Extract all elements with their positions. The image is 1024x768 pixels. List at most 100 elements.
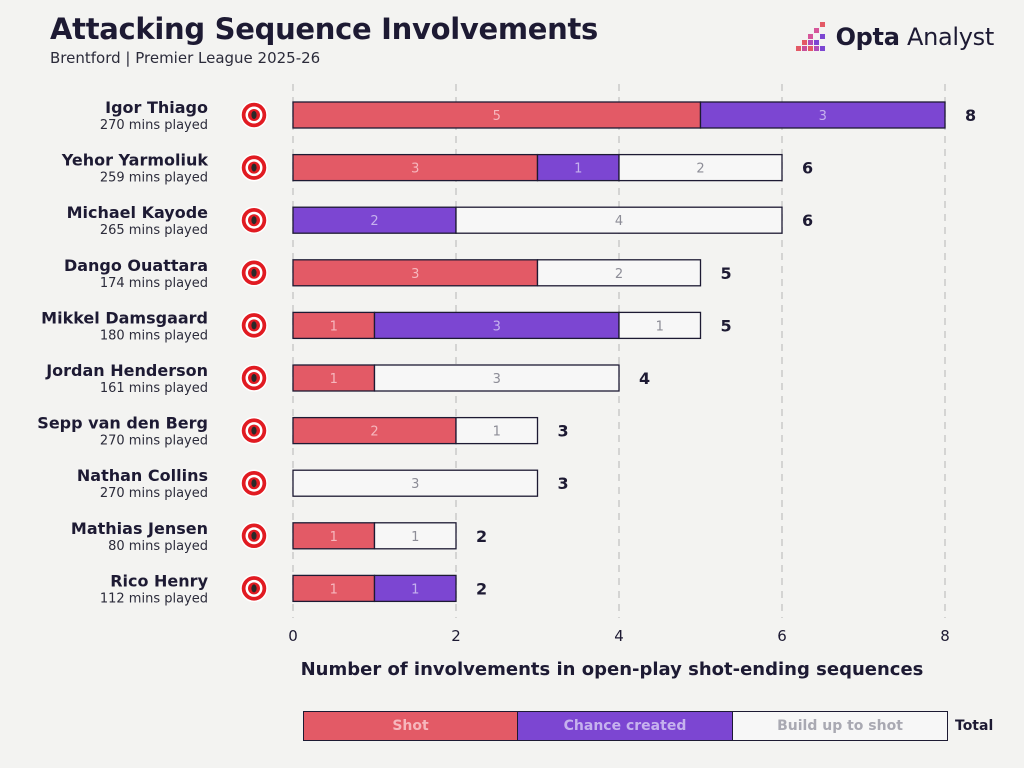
bar-value-build: 4 [615, 214, 623, 229]
bar-total-label: 2 [476, 579, 487, 598]
player-name: Yehor Yarmoliuk [61, 151, 209, 170]
minutes-played: 270 mins played [100, 434, 208, 449]
bar-value-shot: 1 [330, 372, 338, 387]
bar-total-label: 3 [558, 474, 569, 493]
player-name: Sepp van den Berg [37, 414, 208, 433]
minutes-played: 80 mins played [108, 539, 208, 554]
player-name: Dango Ouattara [64, 256, 208, 275]
bar-total-label: 5 [721, 316, 732, 335]
brand-name-rest: Analyst [899, 23, 994, 51]
bar-segment-chance [536, 153, 620, 182]
bar-segment-build [455, 206, 783, 234]
club-crest-bee [251, 426, 257, 435]
bar-segment-build [536, 259, 702, 287]
legend-chance-created: Chance created [518, 711, 733, 741]
bar-segment-shot [292, 364, 376, 392]
legend: Shot Chance created Build up to shot [303, 711, 948, 741]
bar-value-shot: 5 [493, 109, 501, 124]
bar-value-build: 3 [411, 477, 419, 492]
bar-total-label: 3 [558, 422, 569, 441]
club-crest-bee [251, 268, 257, 277]
minutes-played: 259 mins played [100, 171, 208, 186]
minutes-played: 174 mins played [100, 276, 208, 291]
bar-value-build: 3 [493, 372, 501, 387]
bar-total-label: 4 [639, 369, 650, 388]
x-tick-label-8: 8 [940, 627, 950, 645]
legend-total: Total [955, 718, 994, 734]
bar-segment-chance [292, 206, 457, 234]
x-tick-label-6: 6 [777, 627, 787, 645]
brand-name-bold: Opta [835, 23, 900, 51]
legend-shot: Shot [303, 711, 518, 741]
bar-segment-shot [292, 259, 539, 287]
chart-title: Attacking Sequence Involvements [50, 12, 599, 46]
club-crest-bee [251, 479, 257, 488]
minutes-played: 161 mins played [100, 381, 208, 396]
bar-segment-shot [292, 574, 376, 603]
player-name: Jordan Henderson [45, 361, 208, 380]
opta-analyst-logo: Opta Analyst [795, 22, 995, 52]
club-crest-bee [251, 111, 257, 119]
player-name: Michael Kayode [67, 203, 209, 222]
brand-name: Opta Analyst [835, 23, 995, 51]
opta-logo-icon [795, 22, 825, 51]
bar-segment-shot [292, 101, 702, 129]
bar-segment-build [618, 311, 702, 340]
bar-value-shot: 1 [330, 319, 338, 334]
bar-value-chance: 3 [493, 319, 501, 334]
club-crest-bee [251, 584, 257, 593]
bar-value-chance: 2 [370, 214, 378, 229]
bar-segment-shot [292, 311, 376, 340]
bar-value-build: 1 [656, 319, 664, 334]
bar-value-chance: 3 [819, 109, 827, 124]
minutes-played: 270 mins played [100, 486, 208, 501]
bar-value-shot: 1 [330, 530, 338, 545]
bar-value-chance: 1 [574, 162, 582, 177]
chart-subtitle: Brentford | Premier League 2025-26 [50, 49, 321, 67]
bar-segment-build [373, 364, 620, 392]
bar-segment-build [618, 153, 783, 182]
club-crest-bee [251, 374, 257, 382]
club-crest-bee [251, 531, 257, 540]
legend-build-up: Build up to shot [733, 711, 948, 741]
bar-total-label: 6 [802, 159, 813, 178]
bar-value-chance: 1 [411, 582, 419, 597]
minutes-played: 265 mins played [100, 223, 208, 238]
bar-total-label: 5 [721, 264, 732, 283]
x-tick-label-0: 0 [288, 627, 298, 645]
bar-segment-chance [373, 574, 457, 603]
club-crest-bee [251, 321, 257, 330]
stacked-bar-chart: 0 2 4 6 8 Number of involvements in open-play… [37, 84, 976, 680]
bar-value-build: 2 [696, 162, 704, 177]
club-crest-bee [251, 216, 257, 225]
player-name: Rico Henry [110, 571, 208, 590]
player-name: Nathan Collins [77, 466, 208, 485]
bar-total-label: 8 [965, 106, 976, 125]
bar-segment-build [455, 416, 539, 445]
bar-value-shot: 3 [411, 162, 419, 177]
bar-value-build: 2 [615, 267, 623, 282]
bar-segment-shot [292, 416, 457, 445]
minutes-played: 180 mins played [100, 328, 208, 343]
bar-value-build: 1 [493, 425, 501, 440]
bar-segment-build [292, 469, 539, 497]
player-name: Mathias Jensen [71, 519, 208, 538]
bar-segment-chance [373, 311, 620, 340]
bar-total-label: 6 [802, 211, 813, 230]
player-name: Igor Thiago [105, 98, 208, 117]
x-tick-label-4: 4 [614, 627, 624, 645]
bar-segment-build [373, 522, 457, 550]
minutes-played: 112 mins played [100, 591, 208, 606]
club-crest-bee [251, 163, 257, 172]
bar-total-label: 2 [476, 527, 487, 546]
bar-segment-chance [699, 101, 946, 129]
bar-value-shot: 1 [330, 582, 338, 597]
x-tick-label-2: 2 [451, 627, 461, 645]
bar-value-shot: 3 [411, 267, 419, 282]
bar-value-build: 1 [411, 530, 419, 545]
bar-segment-shot [292, 522, 376, 550]
player-name: Mikkel Damsgaard [41, 308, 208, 327]
minutes-played: 270 mins played [100, 118, 208, 133]
x-axis-label: Number of involvements in open-play shot… [301, 659, 924, 680]
bar-value-shot: 2 [370, 425, 378, 440]
